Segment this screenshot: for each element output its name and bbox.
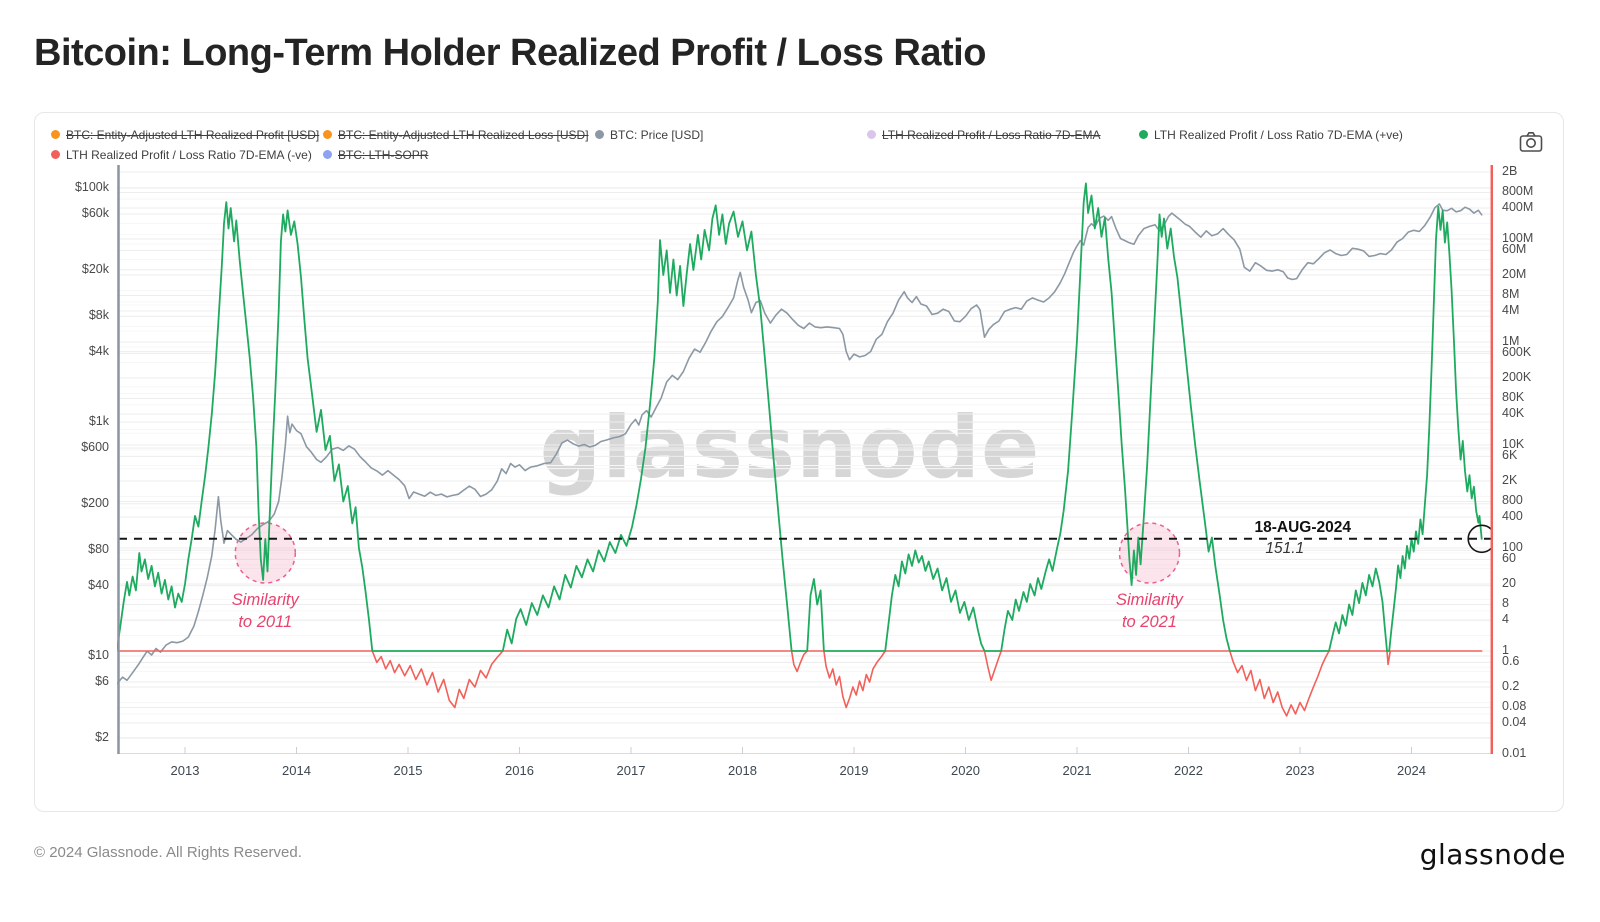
- highlight-circle: [1118, 522, 1181, 584]
- legend-item-5[interactable]: LTH Realized Profit / Loss Ratio 7D-EMA …: [51, 146, 312, 163]
- y-axis-right-tick: 200K: [1502, 369, 1532, 384]
- chart-card: BTC: Entity-Adjusted LTH Realized Profit…: [34, 112, 1564, 812]
- x-axis-tick: 2024: [1397, 763, 1426, 778]
- x-axis-tick: 2023: [1285, 763, 1315, 778]
- y-axis-right-tick: 400: [1502, 508, 1523, 523]
- y-axis-right-tick: 0.6: [1502, 654, 1520, 669]
- y-axis-left-tick: $20k: [81, 261, 109, 276]
- y-axis-right-tick: 60M: [1502, 242, 1527, 257]
- y-axis-right-tick: 20M: [1502, 266, 1527, 281]
- y-axis-right-tick: 600K: [1502, 345, 1532, 360]
- y-axis-left-tick: $1k: [88, 414, 109, 428]
- y-axis-right-tick: 4: [1502, 611, 1509, 626]
- legend-dot: [323, 130, 332, 139]
- y-axis-right-tick: 1M: [1502, 334, 1520, 348]
- annotation-similarity-2021: Similarity to 2021: [1116, 590, 1183, 631]
- legend-label: LTH Realized Profit / Loss Ratio 7D-EMA …: [1154, 127, 1403, 142]
- gridlines: [117, 171, 1493, 755]
- legend-dot: [51, 130, 60, 139]
- legend-item-0[interactable]: BTC: Entity-Adjusted LTH Realized Profit…: [51, 126, 319, 143]
- x-axis-tick: 2020: [951, 763, 980, 778]
- glassnode-logo: glassnode: [1419, 838, 1566, 871]
- annotation-latest-value: 18-AUG-2024 151.1: [1218, 517, 1388, 559]
- y-axis-right-tick: 2B: [1502, 163, 1518, 178]
- y-axis-right-tick: 4M: [1502, 302, 1520, 317]
- legend-label: BTC: Entity-Adjusted LTH Realized Loss […: [338, 127, 589, 142]
- y-axis-right-tick: 400M: [1502, 199, 1534, 214]
- y-axis-left-tick: $60k: [81, 205, 109, 220]
- y-axis-right-tick: 800M: [1502, 184, 1534, 199]
- y-axis-right-tick: 0.2: [1502, 678, 1520, 693]
- ratio-pos-line: [117, 182, 1483, 652]
- y-axis-left-tick: $10: [88, 648, 109, 662]
- y-axis-left-tick: $200: [81, 495, 109, 510]
- x-axis-tick: 2021: [1062, 763, 1092, 778]
- series-lines: [117, 182, 1483, 717]
- legend-item-2[interactable]: BTC: Price [USD]: [595, 126, 703, 143]
- legend-dot: [595, 130, 604, 139]
- y-axis-right-tick: 60: [1502, 551, 1516, 566]
- y-axis-left-tick: $4k: [88, 343, 109, 358]
- legend-item-6[interactable]: BTC: LTH-SOPR: [323, 146, 428, 163]
- y-axis-left-tick: $2: [95, 729, 109, 744]
- btc-price-line: [117, 203, 1483, 685]
- y-axis-right-tick: 1: [1502, 643, 1509, 657]
- y-axis-right-tick: 800: [1502, 493, 1523, 508]
- y-axis-right-tick: 10K: [1502, 437, 1525, 451]
- legend-label: LTH Realized Profit / Loss Ratio 7D-EMA: [882, 127, 1101, 142]
- legend-label: LTH Realized Profit / Loss Ratio 7D-EMA …: [66, 147, 312, 162]
- ratio-neg-line: [117, 650, 1483, 717]
- y-axis-left-tick: $80: [88, 542, 109, 557]
- x-axis-tick: 2019: [839, 763, 869, 778]
- legend-label: BTC: Price [USD]: [610, 127, 704, 142]
- y-axis-right-tick: 20: [1502, 575, 1516, 590]
- callout-value: 151.1: [1265, 539, 1305, 557]
- legend-label: BTC: Entity-Adjusted LTH Realized Profit…: [66, 127, 320, 142]
- x-axis-tick: 2013: [170, 763, 200, 778]
- legend-dot: [323, 150, 332, 159]
- x-axis-tick: 2017: [616, 763, 646, 778]
- legend-dot: [1139, 130, 1148, 139]
- y-axis-right-tick: 100: [1502, 540, 1523, 554]
- copyright: © 2024 Glassnode. All Rights Reserved.: [34, 844, 302, 861]
- legend-item-3[interactable]: LTH Realized Profit / Loss Ratio 7D-EMA: [867, 126, 1101, 143]
- x-axis-tick: 2018: [728, 763, 757, 778]
- y-axis-left-tick: $8k: [88, 308, 109, 323]
- y-axis-left-tick: $40: [88, 577, 109, 592]
- y-axis-right-tick: 100M: [1502, 231, 1534, 245]
- callout-date: 18-AUG-2024: [1254, 518, 1351, 536]
- y-axis-right-tick: 8M: [1502, 287, 1520, 302]
- x-axis: [117, 747, 1493, 754]
- x-axis-tick: 2015: [393, 763, 423, 778]
- screenshot-button[interactable]: [1517, 131, 1545, 155]
- legend-dot: [867, 130, 876, 139]
- legend-item-1[interactable]: BTC: Entity-Adjusted LTH Realized Loss […: [323, 126, 589, 143]
- y-axis-right-tick: 2K: [1502, 472, 1518, 487]
- y-axis-left-tick: $100k: [74, 180, 109, 194]
- camera-icon: [1519, 132, 1543, 156]
- annotation-similarity-2011: Similarity to 2011: [231, 590, 299, 631]
- y-axis-right-tick: 0.08: [1502, 699, 1527, 714]
- y-axis-left-tick: $6: [95, 673, 109, 688]
- y-axis-right-tick: 8: [1502, 596, 1509, 611]
- page-title: Bitcoin: Long-Term Holder Realized Profi…: [34, 32, 986, 74]
- y-axis-right-tick: 80K: [1502, 390, 1525, 405]
- legend-label: BTC: LTH-SOPR: [338, 147, 429, 162]
- y-axis-right-tick: 0.04: [1502, 714, 1527, 729]
- y-axis-right-tick: 0.01: [1502, 746, 1527, 760]
- legend-dot: [51, 150, 60, 159]
- x-axis-tick: 2014: [282, 763, 311, 778]
- y-axis-left-tick: $600: [81, 439, 109, 454]
- chart-plot-area[interactable]: [117, 165, 1496, 755]
- y-axis-right-tick: 40K: [1502, 405, 1525, 420]
- x-axis-tick: 2022: [1174, 763, 1203, 778]
- x-axis-tick: 2016: [505, 763, 534, 778]
- y-axis-right-tick: 6K: [1502, 448, 1518, 463]
- legend-item-4[interactable]: LTH Realized Profit / Loss Ratio 7D-EMA …: [1139, 126, 1403, 143]
